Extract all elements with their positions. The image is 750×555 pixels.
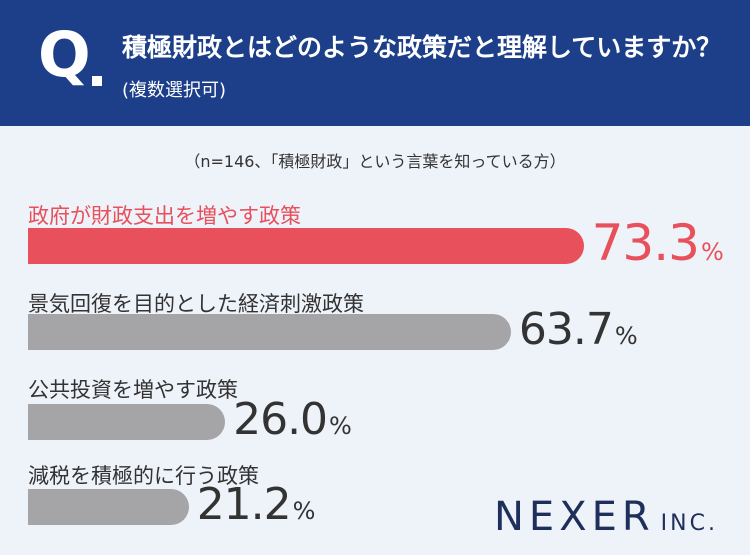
category-label: 政府が財政支出を増やす政策	[28, 204, 301, 228]
q-dot	[92, 76, 102, 86]
percent-sign: %	[700, 238, 724, 266]
value-label: 73.3%	[592, 214, 724, 272]
sample-note: （n=146、「積極財政」という言葉を知っている方）	[184, 152, 566, 171]
question-text: 積極財政とはどのような政策だと理解していますか？ (複数選択可)	[122, 28, 722, 111]
percent-sign: %	[614, 322, 638, 350]
question-main: 積極財政とはどのような政策だと理解していますか？	[122, 33, 722, 62]
percent-sign: %	[292, 497, 316, 525]
bar	[28, 489, 189, 525]
question-sub: (複数選択可)	[122, 80, 227, 101]
bar	[28, 404, 226, 440]
logo-main: NEXER	[494, 494, 655, 540]
value-label: 26.0%	[233, 394, 352, 445]
value-label: 21.2%	[197, 479, 316, 530]
category-label: 公共投資を増やす政策	[28, 378, 238, 402]
question-header: Q 積極財政とはどのような政策だと理解していますか？ (複数選択可)	[0, 0, 750, 126]
q-mark: Q	[38, 18, 91, 91]
value-number: 21.2	[196, 479, 292, 530]
nexer-logo: NEXER INC.	[494, 494, 718, 540]
bar	[28, 314, 511, 350]
value-number: 63.7	[518, 304, 614, 355]
percent-sign: %	[329, 412, 352, 440]
bar	[28, 228, 584, 264]
category-label: 減税を積極的に行う政策	[28, 464, 259, 488]
value-number: 73.3	[591, 214, 700, 272]
logo-suffix: INC.	[660, 511, 718, 536]
category-label: 景気回復を目的とした経済刺激政策	[28, 292, 364, 316]
value-number: 26.0	[233, 394, 328, 445]
value-label: 63.7%	[519, 304, 638, 355]
